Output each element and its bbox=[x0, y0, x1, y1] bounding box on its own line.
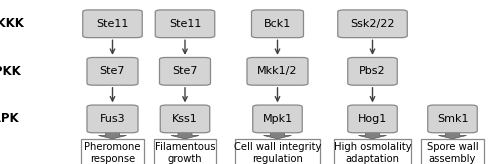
FancyBboxPatch shape bbox=[82, 10, 142, 38]
Text: Bck1: Bck1 bbox=[264, 19, 291, 29]
Text: Pheromone
response: Pheromone response bbox=[84, 142, 141, 164]
FancyBboxPatch shape bbox=[160, 105, 210, 133]
Polygon shape bbox=[358, 132, 386, 139]
Text: Pbs2: Pbs2 bbox=[359, 66, 386, 76]
Text: Spore wall
assembly: Spore wall assembly bbox=[426, 142, 478, 164]
FancyBboxPatch shape bbox=[160, 57, 210, 85]
FancyBboxPatch shape bbox=[428, 105, 477, 133]
Polygon shape bbox=[98, 132, 126, 139]
Text: Ste7: Ste7 bbox=[172, 66, 198, 76]
Text: Hog1: Hog1 bbox=[358, 114, 387, 124]
Text: MAPK: MAPK bbox=[0, 112, 19, 125]
Text: Fus3: Fus3 bbox=[100, 114, 126, 124]
Text: Kss1: Kss1 bbox=[172, 114, 198, 124]
Text: Ste7: Ste7 bbox=[100, 66, 125, 76]
FancyBboxPatch shape bbox=[252, 10, 304, 38]
Text: Smk1: Smk1 bbox=[437, 114, 468, 124]
FancyBboxPatch shape bbox=[247, 57, 308, 85]
Text: Mpk1: Mpk1 bbox=[262, 114, 292, 124]
Text: High osmolality
adaptation: High osmolality adaptation bbox=[334, 142, 411, 164]
FancyBboxPatch shape bbox=[87, 57, 138, 85]
FancyBboxPatch shape bbox=[87, 105, 138, 133]
FancyBboxPatch shape bbox=[235, 139, 320, 164]
Text: MAPKKK: MAPKKK bbox=[0, 17, 25, 30]
FancyBboxPatch shape bbox=[338, 10, 407, 38]
Text: Mkk1/2: Mkk1/2 bbox=[257, 66, 298, 76]
Polygon shape bbox=[438, 132, 466, 139]
Polygon shape bbox=[264, 132, 291, 139]
FancyBboxPatch shape bbox=[348, 105, 397, 133]
Text: MAPKK: MAPKK bbox=[0, 65, 22, 78]
FancyBboxPatch shape bbox=[334, 139, 411, 164]
FancyBboxPatch shape bbox=[253, 105, 302, 133]
FancyBboxPatch shape bbox=[348, 57, 397, 85]
FancyBboxPatch shape bbox=[154, 139, 216, 164]
Text: Ste11: Ste11 bbox=[96, 19, 128, 29]
FancyBboxPatch shape bbox=[155, 10, 215, 38]
FancyBboxPatch shape bbox=[421, 139, 484, 164]
FancyBboxPatch shape bbox=[81, 139, 144, 164]
Text: Ssk2/22: Ssk2/22 bbox=[350, 19, 395, 29]
Text: Ste11: Ste11 bbox=[169, 19, 201, 29]
Polygon shape bbox=[171, 132, 199, 139]
Text: Cell wall integrity
regulation: Cell wall integrity regulation bbox=[234, 142, 321, 164]
Text: Filamentous
growth: Filamentous growth bbox=[155, 142, 215, 164]
